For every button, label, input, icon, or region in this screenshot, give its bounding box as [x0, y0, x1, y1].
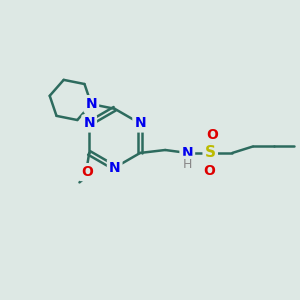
Text: O: O — [81, 165, 93, 179]
Text: N: N — [83, 116, 95, 130]
Text: N: N — [109, 161, 121, 175]
Text: O: O — [206, 128, 218, 142]
Text: O: O — [203, 164, 215, 178]
Text: S: S — [205, 146, 216, 160]
Text: N: N — [182, 146, 193, 160]
Text: N: N — [134, 116, 146, 130]
Text: H: H — [183, 158, 193, 171]
Text: N: N — [85, 97, 97, 111]
